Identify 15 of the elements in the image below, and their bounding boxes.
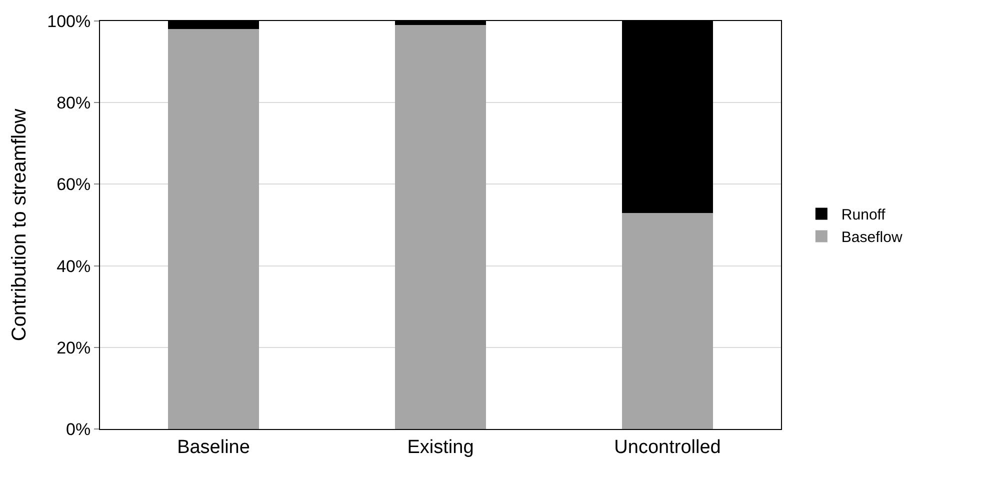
x-tick-label: Uncontrolled xyxy=(614,436,721,458)
bar xyxy=(395,25,486,429)
bar xyxy=(168,29,259,429)
y-tick-label: 0% xyxy=(66,420,91,439)
y-tick-label: 100% xyxy=(47,12,91,31)
bar xyxy=(622,212,713,429)
y-tick-label: 80% xyxy=(56,94,91,113)
legend-label: Runoff xyxy=(841,206,886,224)
y-axis-title: Contribution to streamflow xyxy=(8,108,31,342)
x-tick-label: Existing xyxy=(407,436,474,458)
legend-label: Baseflow xyxy=(841,229,902,246)
y-tick-label: 60% xyxy=(56,175,91,194)
x-tick-label: Baseline xyxy=(177,436,250,458)
y-tick-label: 40% xyxy=(56,256,91,276)
y-tick-label: 20% xyxy=(56,338,91,358)
